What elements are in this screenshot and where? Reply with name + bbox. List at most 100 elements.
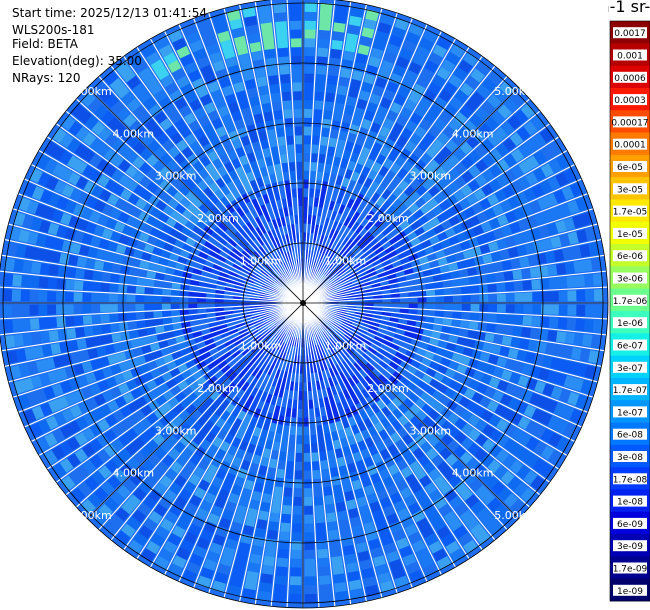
beta-gate <box>327 145 336 157</box>
beta-gate <box>197 318 208 325</box>
beta-gate <box>89 235 102 247</box>
beta-gate <box>135 277 146 286</box>
beta-gate <box>347 23 361 36</box>
beta-gate <box>386 109 399 122</box>
beta-gate <box>444 387 456 399</box>
beta-gate <box>441 272 452 281</box>
beta-gate <box>336 402 344 413</box>
beta-gate <box>349 471 360 483</box>
beta-gate <box>84 476 99 492</box>
beta-gate <box>325 268 333 277</box>
colorbar-label-bg <box>613 27 647 39</box>
beta-gate <box>348 416 357 427</box>
beta-gate <box>403 197 415 208</box>
beta-gate <box>251 545 263 557</box>
beta-gate <box>2 304 13 317</box>
beta-gate <box>351 278 362 284</box>
beta-gate <box>199 230 210 240</box>
beta-gate <box>49 343 61 355</box>
beta-gate <box>167 397 179 409</box>
beta-gate <box>237 126 248 138</box>
beta-gate <box>443 510 458 525</box>
beta-gate <box>176 341 188 350</box>
beta-gate <box>327 312 337 318</box>
beta-gate <box>132 347 144 357</box>
beta-gate <box>413 353 425 363</box>
beta-gate <box>429 378 441 389</box>
ray-separator <box>193 18 304 304</box>
beta-gate <box>93 369 105 381</box>
beta-gate <box>250 292 260 296</box>
beta-gate <box>408 344 419 353</box>
beta-gate <box>119 331 131 341</box>
ray-separator <box>302 302 398 594</box>
beta-gate <box>445 51 461 66</box>
beta-gate <box>321 127 330 138</box>
beta-gate <box>364 299 375 303</box>
beta-gate <box>523 120 538 136</box>
beta-gate <box>110 333 122 343</box>
beta-gate <box>540 428 555 443</box>
beta-gate <box>499 80 515 96</box>
beta-gate <box>296 364 300 375</box>
beta-gate <box>191 370 203 381</box>
beta-gate <box>304 461 311 472</box>
beta-gate <box>488 241 500 252</box>
beta-gate <box>355 134 366 147</box>
beta-gate <box>238 271 248 278</box>
beta-gate <box>346 297 357 301</box>
beta-gate <box>547 264 558 276</box>
beta-gate <box>228 346 239 355</box>
beta-gate <box>354 488 365 500</box>
beta-gate <box>242 524 254 537</box>
beta-gate <box>435 303 445 310</box>
beta-gate <box>497 380 509 392</box>
beta-gate <box>475 331 487 341</box>
beta-gate <box>424 533 439 547</box>
beta-gate <box>451 243 463 253</box>
beta-gate <box>312 269 318 279</box>
beta-gate <box>179 398 191 409</box>
beta-gate <box>378 276 389 282</box>
beta-gate <box>410 375 422 386</box>
beta-gate <box>64 366 76 379</box>
beta-gate <box>496 356 508 368</box>
beta-gate <box>321 468 330 479</box>
beta-gate <box>188 381 200 392</box>
beta-gate <box>304 64 315 74</box>
beta-gate <box>169 385 182 396</box>
beta-gate <box>217 563 231 576</box>
beta-gate <box>366 101 378 114</box>
beta-gate <box>267 275 276 283</box>
beta-gate <box>448 215 461 226</box>
beta-gate <box>304 28 316 39</box>
beta-gate <box>210 505 223 518</box>
ray-separator <box>302 302 531 508</box>
beta-gate <box>379 468 391 481</box>
beta-gate <box>154 325 165 334</box>
beta-gate <box>231 385 241 396</box>
beta-gate <box>143 295 154 303</box>
beta-gate <box>351 374 360 385</box>
beta-gate <box>51 127 67 143</box>
beta-gate <box>337 510 348 522</box>
beta-gate <box>238 98 250 110</box>
beta-gate <box>358 328 368 335</box>
beta-gate <box>249 179 258 190</box>
beta-gate <box>148 489 162 503</box>
beta-gate <box>192 241 204 251</box>
colorbar-tick-label: 1.7e-08 <box>613 475 648 485</box>
beta-gate <box>263 332 272 341</box>
beta-gate <box>334 282 344 289</box>
ray-separator <box>302 302 560 470</box>
beta-gate <box>345 289 356 294</box>
beta-gate <box>132 249 144 259</box>
beta-gate <box>253 168 262 180</box>
beta-gate <box>201 333 213 341</box>
beta-gate <box>429 361 441 371</box>
beta-gate <box>484 207 497 220</box>
beta-gate <box>345 312 356 317</box>
beta-gate <box>395 381 406 392</box>
beta-gate <box>264 439 273 451</box>
